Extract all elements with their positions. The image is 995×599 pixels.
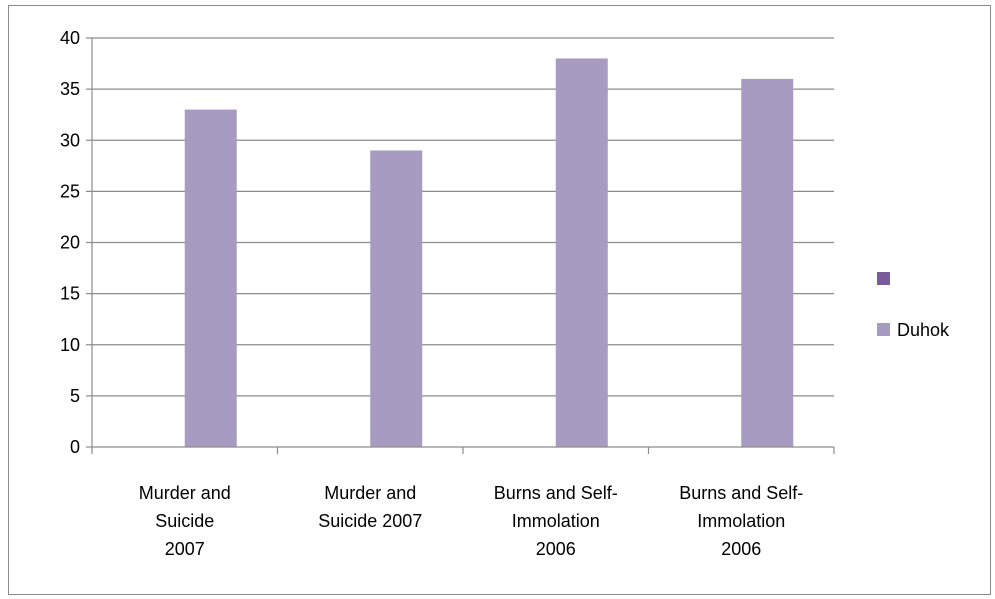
x-category-label: Suicide 2007 <box>318 511 422 531</box>
y-tick-label: 10 <box>60 335 80 355</box>
x-category-label: Immolation <box>512 511 600 531</box>
y-tick-label: 25 <box>60 181 80 201</box>
bar <box>741 78 794 448</box>
bar <box>184 109 237 447</box>
x-category-label: Murder and <box>324 483 416 503</box>
y-tick-label: 5 <box>70 386 80 406</box>
x-category-label: Burns and Self- <box>679 483 803 503</box>
y-tick-label: 0 <box>70 437 80 457</box>
x-category-label: Burns and Self- <box>494 483 618 503</box>
legend-label: Duhok <box>897 320 950 340</box>
axes <box>86 37 835 454</box>
bar <box>370 150 423 447</box>
legend-swatch <box>877 272 890 285</box>
y-tick-label: 40 <box>60 28 80 48</box>
x-category-label: Immolation <box>697 511 785 531</box>
y-tick-label: 15 <box>60 284 80 304</box>
chart-frame: 0 5 10 15 20 25 30 35 40 Murder and Suicide 2007 Mu… <box>8 5 991 595</box>
y-tick-labels: 0 5 10 15 20 25 30 35 40 <box>60 28 80 457</box>
x-category-label: Suicide <box>155 511 214 531</box>
bars <box>184 58 794 448</box>
legend-swatch <box>877 323 890 336</box>
y-tick-label: 20 <box>60 233 80 253</box>
x-category-label: 2006 <box>536 539 576 559</box>
y-tick-label: 30 <box>60 130 80 150</box>
x-category-labels: Murder and Suicide 2007 Murder and Suicide 2… <box>139 483 804 559</box>
y-tick-label: 35 <box>60 79 80 99</box>
x-category-label: 2006 <box>721 539 761 559</box>
legend: Duhok <box>877 272 950 340</box>
x-category-label: Murder and <box>139 483 231 503</box>
bar <box>555 58 608 447</box>
x-category-label: 2007 <box>165 539 205 559</box>
